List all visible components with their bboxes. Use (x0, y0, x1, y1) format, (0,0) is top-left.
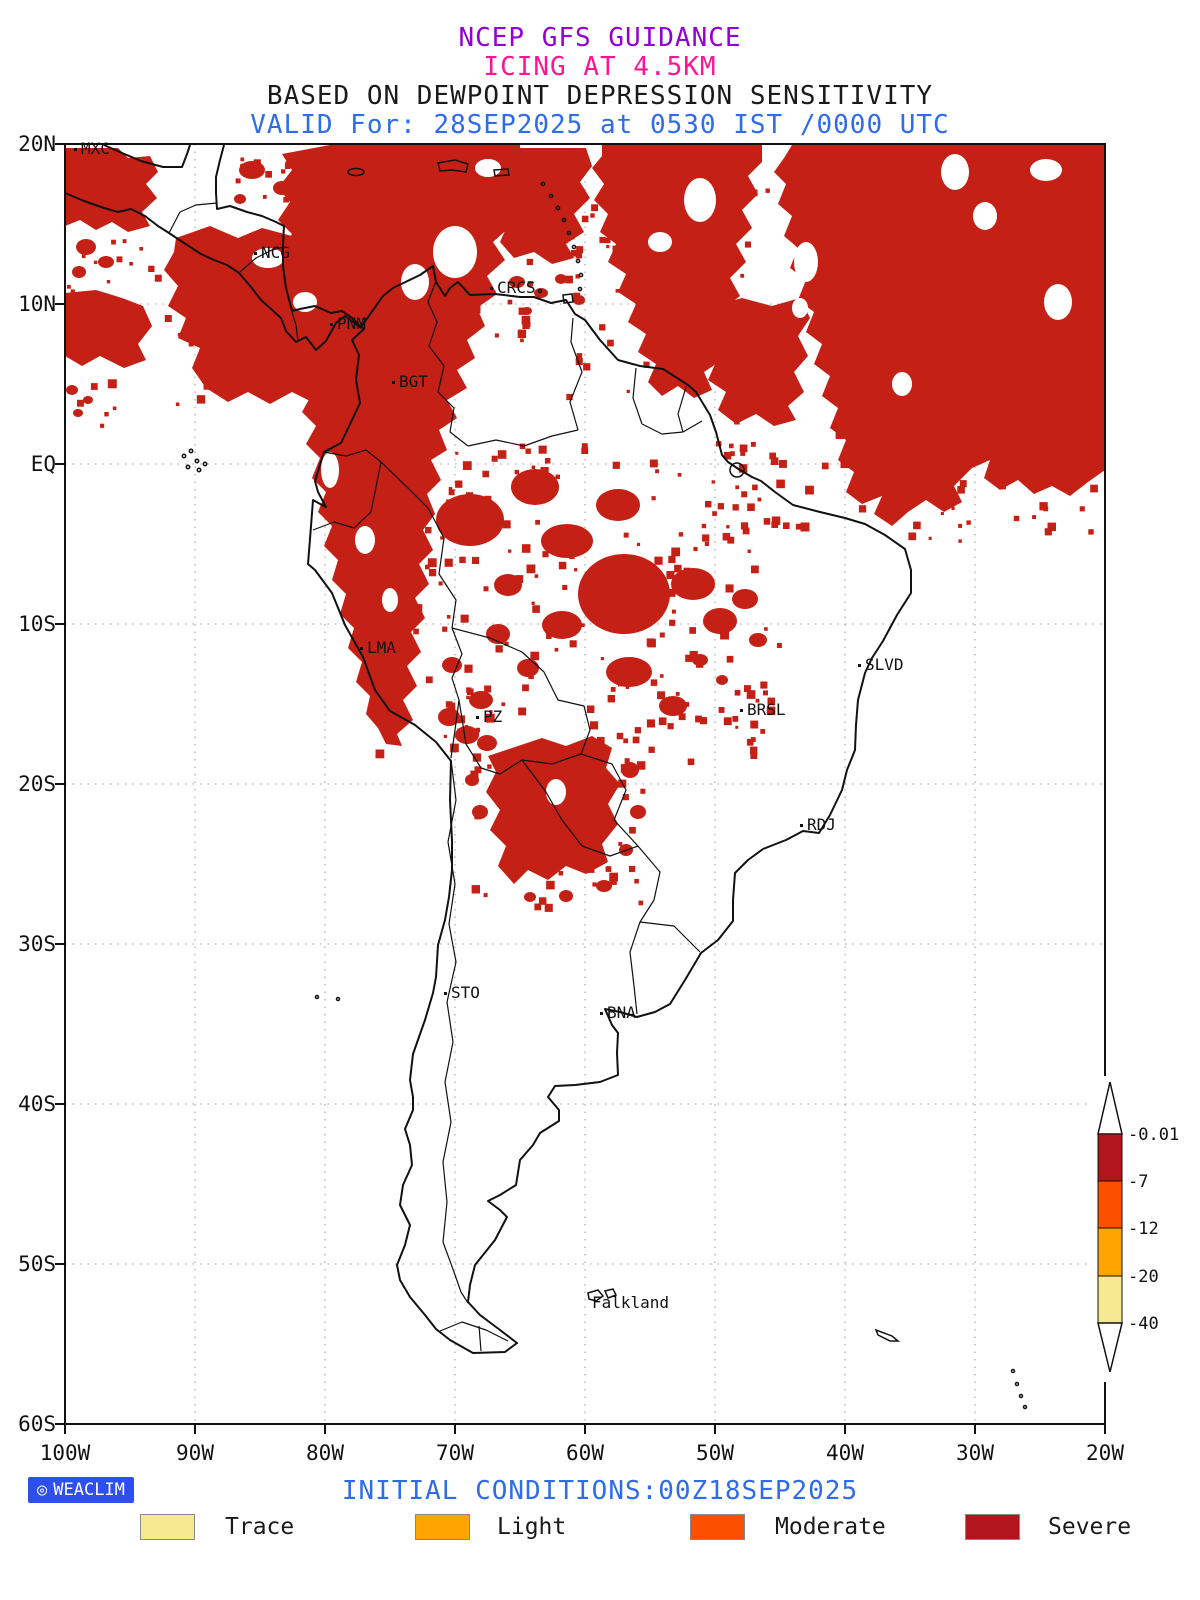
colorbar-label: -40 (1128, 1314, 1159, 1334)
icing-gaps (252, 154, 1072, 805)
legend-label-light: Light (497, 1514, 567, 1540)
lon-tick-label: 30W (956, 1441, 994, 1465)
city-label: STO (451, 983, 480, 1002)
city-labels: MXC NCG PNM CRCS BGT LMA PZ BRSL SLVD RD… (74, 139, 904, 1312)
city-label: PNM (337, 314, 366, 333)
initial-conditions: INITIAL CONDITIONS:00Z18SEP2025 (341, 1476, 859, 1506)
colorbar-scale-labels: -0.01 -7 -12 -20 -40 (1128, 1125, 1179, 1334)
islands (181, 159, 1028, 1410)
city-label: LMA (367, 638, 396, 657)
lon-tick-label: 70W (436, 1441, 474, 1465)
title-model: NCEP GFS GUIDANCE (458, 23, 742, 53)
central-america-pacific-coast (64, 192, 362, 351)
lon-tick-label: 40W (826, 1441, 864, 1465)
weaclim-logo-text: WEACLIM (53, 1480, 125, 1500)
lat-tick-label: 30S (18, 932, 56, 956)
colorbar-segment-trace (1097, 1275, 1123, 1324)
legend-swatch-moderate (690, 1514, 745, 1540)
legend: Trace Light Moderate Severe (0, 1514, 1200, 1542)
city-label: BGT (399, 372, 428, 391)
icing-speckles (67, 153, 1100, 912)
colorbar-segment-moderate (1097, 1180, 1123, 1229)
lat-tick-label: 20S (18, 772, 56, 796)
city-label: CRCS (497, 278, 536, 297)
title-method: BASED ON DEWPOINT DEPRESSION SENSITIVITY (266, 81, 934, 111)
lat-tick-label: 10N (18, 292, 56, 316)
lon-tick-label: 90W (176, 1441, 214, 1465)
title-valid-time: VALID For: 28SEP2025 at 0530 IST /0000 U… (250, 110, 950, 140)
city-label: SLVD (865, 655, 904, 674)
city-label: RDJ (807, 815, 836, 834)
colorbar-label: -12 (1128, 1219, 1159, 1239)
colorbar-segment-severe (1097, 1133, 1123, 1182)
legend-label-trace: Trace (225, 1514, 295, 1540)
lat-tick-label: EQ (31, 452, 56, 476)
lat-tick-label: 60S (18, 1412, 56, 1436)
country-borders (168, 202, 703, 1352)
legend-swatch-light (415, 1514, 470, 1540)
copyright-icon: ◎ (37, 1480, 48, 1500)
legend-swatch-trace (140, 1514, 195, 1540)
lon-tick-label: 100W (40, 1441, 91, 1465)
icing-severe-field (65, 145, 1105, 912)
lat-tick-label: 50S (18, 1252, 56, 1276)
lon-tick-label: 20W (1086, 1441, 1124, 1465)
city-label: MXC (81, 139, 110, 158)
colorbar-label: -7 (1128, 1172, 1148, 1192)
lon-tick-label: 50W (696, 1441, 734, 1465)
lat-tick-label: 20N (18, 132, 56, 156)
colorbar-label: -0.01 (1128, 1125, 1179, 1145)
legend-label-severe: Severe (1048, 1514, 1132, 1540)
colorbar-label: -20 (1128, 1267, 1159, 1287)
city-label: PZ (483, 707, 503, 726)
axis-ticks (55, 143, 1106, 1434)
city-label: BRSL (747, 700, 786, 719)
colorbar-bottom-cap (1097, 1322, 1123, 1373)
city-label: BNA (607, 1003, 636, 1022)
weaclim-logo: ◎ WEACLIM (28, 1477, 134, 1503)
legend-label-moderate: Moderate (775, 1514, 886, 1540)
island-label: Falkland (592, 1293, 669, 1312)
colorbar-segment-light (1097, 1227, 1123, 1277)
gulf-of-mexico-coast (103, 144, 191, 168)
coastlines (64, 144, 912, 1354)
lat-axis-labels: 20N 10N EQ 10S 20S 30S 40S 50S 60S (18, 132, 56, 1436)
colorbar: -0.01 -7 -12 -20 -40 (1092, 1076, 1179, 1382)
central-america-caribbean-coast (215, 144, 362, 328)
lon-tick-label: 80W (306, 1441, 344, 1465)
lon-axis-labels: 100W 90W 80W 70W 60W 50W 40W 30W 20W (40, 1441, 1125, 1465)
chart-header: NCEP GFS GUIDANCE ICING AT 4.5KM BASED O… (0, 24, 1200, 140)
south-america-coastline (307, 265, 912, 1354)
lat-tick-label: 10S (18, 612, 56, 636)
title-product: ICING AT 4.5KM (483, 52, 717, 82)
city-label: NCG (261, 243, 290, 262)
lat-tick-label: 40S (18, 1092, 56, 1116)
legend-swatch-severe (965, 1514, 1020, 1540)
lon-tick-label: 60W (566, 1441, 604, 1465)
